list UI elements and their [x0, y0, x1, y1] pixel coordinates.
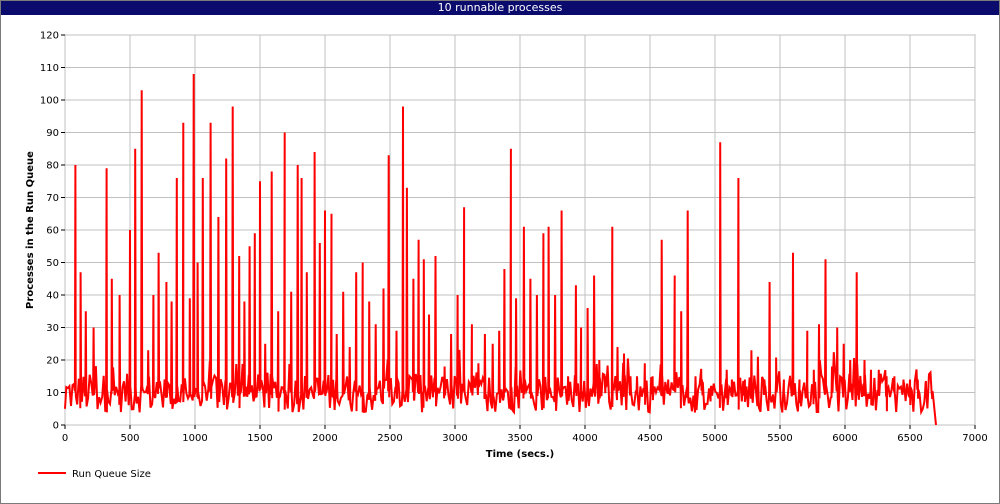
y-tick-label: 0	[53, 421, 59, 432]
x-tick-label: 6000	[832, 433, 857, 444]
x-tick-label: 0	[62, 433, 68, 444]
x-tick-label: 6500	[897, 433, 922, 444]
legend-label: Run Queue Size	[72, 469, 151, 480]
chart-title: 10 runnable processes	[1, 1, 999, 15]
series-line-run-queue-size	[64, 73, 937, 426]
x-tick-label: 1000	[182, 433, 207, 444]
y-tick-label: 120	[40, 31, 59, 42]
y-axis-title: Processes in the Run Queue	[25, 151, 36, 309]
x-tick-label: 4500	[637, 433, 662, 444]
x-tick-label: 500	[120, 433, 139, 444]
x-axis-title: Time (secs.)	[486, 449, 555, 460]
x-tick-label: 2000	[312, 433, 337, 444]
x-tick-label: 1500	[247, 433, 272, 444]
y-tick-label: 10	[46, 388, 59, 399]
y-tick-label: 100	[40, 96, 59, 107]
x-tick-label: 3000	[442, 433, 467, 444]
y-tick-label: 50	[46, 258, 59, 269]
y-tick-label: 70	[46, 193, 59, 204]
y-tick-label: 60	[46, 226, 59, 237]
x-tick-label: 2500	[377, 433, 402, 444]
x-tick-label: 3500	[507, 433, 532, 444]
x-tick-label: 5500	[767, 433, 792, 444]
y-axis-ticks: 0 10 20 30 40 50 60 70 80 90 100 110 120	[40, 31, 65, 432]
x-axis-ticks: 0 500 1000 1500 2000 2500 3000 3500 4000 4500 5000…	[62, 425, 988, 444]
y-tick-label: 90	[46, 128, 59, 139]
x-tick-label: 4000	[572, 433, 597, 444]
y-tick-label: 40	[46, 291, 59, 302]
x-tick-label: 5000	[702, 433, 727, 444]
y-tick-label: 80	[46, 161, 59, 172]
legend: Run Queue Size	[38, 469, 151, 480]
y-tick-label: 20	[46, 356, 59, 367]
y-tick-label: 110	[40, 63, 59, 74]
y-tick-label: 30	[46, 323, 59, 334]
x-tick-label: 7000	[962, 433, 987, 444]
